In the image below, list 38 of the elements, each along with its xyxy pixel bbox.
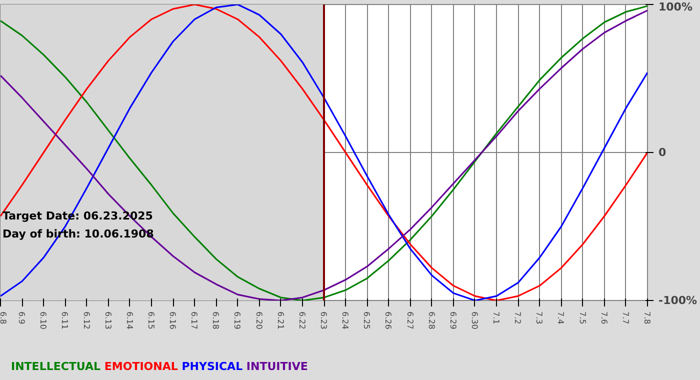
x-tick-label: 6.14 xyxy=(124,312,134,330)
x-tick-label: 6.17 xyxy=(190,312,199,330)
x-tick-label: 6.10 xyxy=(38,312,48,330)
x-tick-label: 6.25 xyxy=(362,312,372,330)
x-tick-label: 7.5 xyxy=(578,312,587,324)
x-tick-label: 7.8 xyxy=(642,312,652,324)
text: INTELLECTUAL xyxy=(11,360,101,373)
text: INTUITIVE xyxy=(246,360,308,373)
x-tick-label: 6.28 xyxy=(426,312,436,330)
x-tick-label: 6.29 xyxy=(448,312,458,330)
text: EMOTIONAL xyxy=(104,360,178,373)
x-tick-label: 7.2 xyxy=(513,312,522,324)
x-tick-label: 6.18 xyxy=(211,312,220,330)
x-tick-label: 6.8 xyxy=(0,312,8,324)
x-tick-label: 6.21 xyxy=(276,312,285,330)
x-tick-label: 7.4 xyxy=(556,312,566,324)
y-tick-label: 100% xyxy=(658,0,692,14)
x-tick-label: 6.19 xyxy=(232,312,242,330)
x-tick-label: 6.12 xyxy=(82,312,91,330)
x-tick-label: 6.15 xyxy=(146,312,156,330)
x-tick-label: 6.27 xyxy=(405,312,414,330)
x-tick-label: 7.3 xyxy=(534,312,544,324)
x-tick-label: 6.9 xyxy=(17,312,26,324)
x-tick-label: 6.26 xyxy=(384,312,393,330)
text: PHYSICAL xyxy=(182,360,243,373)
x-tick-label: 6.13 xyxy=(103,312,112,330)
x-tick-label: 6.11 xyxy=(60,312,70,330)
x-tick-label: 7.1 xyxy=(492,312,501,324)
x-tick-label: 6.30 xyxy=(470,312,479,330)
y-tick-label: 0 xyxy=(658,146,666,159)
x-tick-label: 6.22 xyxy=(297,312,306,330)
x-tick-label: 6.24 xyxy=(340,312,350,330)
x-tick-label: 6.16 xyxy=(168,312,178,330)
x-tick-label: 6.23 xyxy=(319,312,328,330)
x-tick-label: 7.6 xyxy=(599,312,608,324)
x-tick-label: 6.20 xyxy=(254,312,264,330)
y-tick-label: -100% xyxy=(658,294,698,307)
x-tick-label: 7.7 xyxy=(620,312,630,324)
